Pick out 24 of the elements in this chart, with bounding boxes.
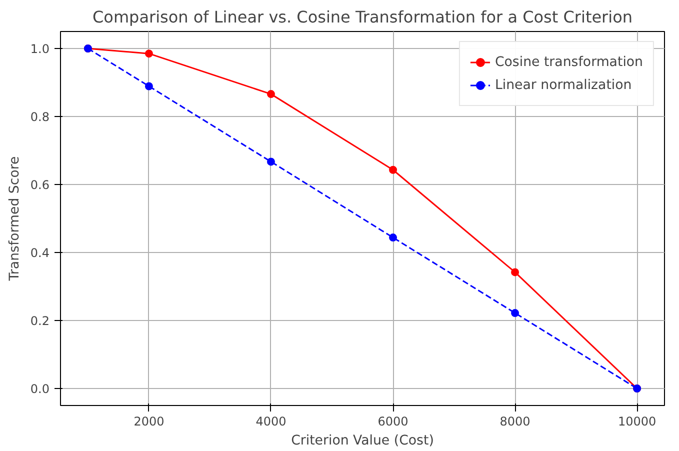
point <box>144 82 153 90</box>
y-axis-title: Transformed Score <box>7 156 22 282</box>
x-tick-label: 10000 <box>618 414 656 428</box>
x-tick-label: 8000 <box>500 414 530 428</box>
x-tick-label: 6000 <box>378 414 408 428</box>
point <box>511 268 520 276</box>
y-tick-label: 0.6 <box>30 178 50 192</box>
y-tick-label: 1.0 <box>30 42 50 56</box>
point <box>389 234 398 242</box>
point <box>511 309 520 318</box>
y-tick-label: 0.0 <box>30 382 50 396</box>
point <box>389 166 398 174</box>
point <box>266 158 275 166</box>
y-tick-label: 0.4 <box>30 246 50 260</box>
chart-title: Comparison of Linear vs. Cosine Transformation for a Cost Criterion <box>92 8 633 26</box>
x-tick-label: 4000 <box>256 414 286 428</box>
legend-label: Linear normalization <box>494 78 632 92</box>
point <box>266 90 275 98</box>
point <box>144 50 153 58</box>
y-tick-label: 0.2 <box>30 314 50 328</box>
y-tick-label: 0.8 <box>30 110 50 124</box>
x-axis-title: Criterion Value (Cost) <box>291 434 434 448</box>
legend-label: Cosine transformation <box>494 54 643 70</box>
x-tick-label: 2000 <box>134 414 164 428</box>
